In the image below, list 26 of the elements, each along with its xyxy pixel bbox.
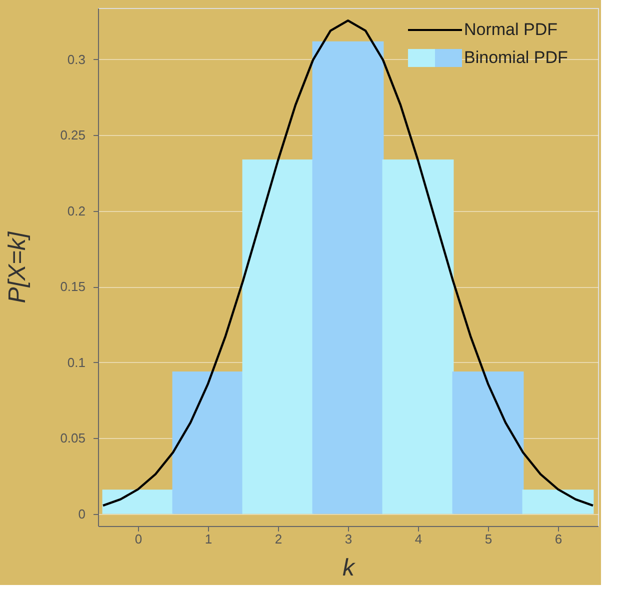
bar [242, 159, 314, 514]
y-axis-title: P[X=k] [4, 230, 32, 304]
x-tick-label: 6 [554, 532, 562, 546]
x-tick-label: 4 [414, 532, 422, 546]
x-tick-label: 5 [484, 532, 492, 546]
x-tick-label: 0 [134, 532, 142, 546]
line-series [102, 19, 594, 507]
x-tick-label: 1 [204, 532, 212, 546]
y-tick-label: 0.1 [67, 354, 86, 370]
y-tick-label: 0.2 [67, 203, 86, 218]
bar [312, 41, 384, 514]
y-tick-label: 0.15 [60, 279, 86, 294]
y-tick-label: 0.05 [60, 430, 86, 446]
x-axis-title: k [342, 554, 356, 582]
bar [172, 372, 244, 514]
bar [522, 490, 594, 514]
y-tick-label: 0 [78, 506, 86, 522]
bar [102, 490, 174, 514]
bar [382, 159, 454, 514]
legend-label: Normal PDF [464, 20, 558, 39]
x-tick-label: 2 [274, 532, 282, 546]
bar [452, 372, 524, 514]
y-tick-label: 0.25 [60, 128, 86, 143]
x-tick-label: 3 [344, 532, 352, 546]
y-tick-label: 0.3 [67, 52, 86, 67]
legend-label: Binomial PDF [464, 48, 568, 67]
